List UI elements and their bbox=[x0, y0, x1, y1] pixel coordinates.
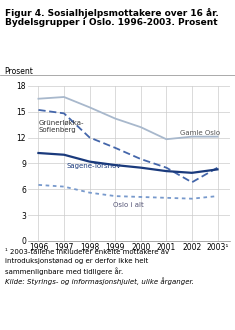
Text: Oslo i alt: Oslo i alt bbox=[113, 202, 143, 208]
Text: introduksjonstønad og er derfor ikke helt: introduksjonstønad og er derfor ikke hel… bbox=[5, 258, 148, 264]
Text: Prosent: Prosent bbox=[4, 68, 33, 77]
Text: Sagene-Torshov: Sagene-Torshov bbox=[67, 163, 121, 169]
Text: Gamle Oslo: Gamle Oslo bbox=[180, 130, 220, 136]
Text: Figur 4. Sosialhjelpsmottakere over 16 år.: Figur 4. Sosialhjelpsmottakere over 16 å… bbox=[5, 8, 219, 18]
Text: Kilde: Styrings- og informasjonshjulet, ulike årganger.: Kilde: Styrings- og informasjonshjulet, … bbox=[5, 277, 194, 284]
Text: Bydelsgrupper i Oslo. 1996-2003. Prosent: Bydelsgrupper i Oslo. 1996-2003. Prosent bbox=[5, 18, 217, 27]
Text: ¹ 2003-tallene inkluderer enkelte mottakere av: ¹ 2003-tallene inkluderer enkelte mottak… bbox=[5, 249, 169, 255]
Text: sammenlignbare med tidligere år.: sammenlignbare med tidligere år. bbox=[5, 268, 123, 275]
Text: Grünerløkka-
Sofienberg: Grünerløkka- Sofienberg bbox=[39, 120, 84, 133]
